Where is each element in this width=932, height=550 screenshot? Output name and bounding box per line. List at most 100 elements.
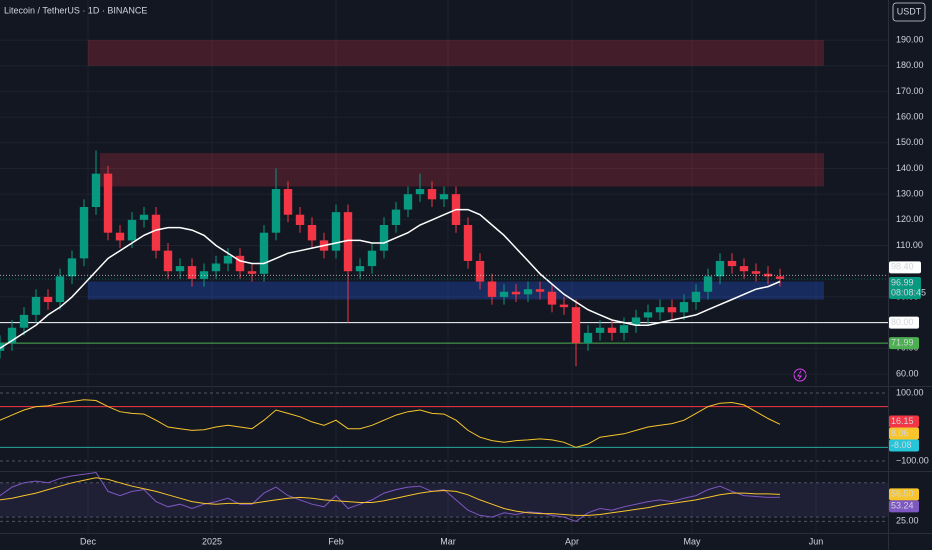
candle-body	[235, 255, 245, 272]
candle-body	[79, 207, 89, 259]
indicator-line	[0, 471, 781, 522]
indicator-line	[0, 399, 781, 448]
candle-body	[667, 307, 677, 313]
candle-body	[619, 325, 629, 333]
candle-body	[211, 263, 221, 272]
candle-body	[175, 266, 185, 272]
candle-body	[427, 189, 437, 200]
chart-title: Litecoin / TetherUS · 1D · BINANCE	[4, 5, 147, 15]
price-tag: 98.40	[891, 262, 914, 272]
last-value-label: 53.24	[891, 501, 914, 511]
x-tick-label: Feb	[328, 536, 344, 546]
candle-body	[91, 173, 101, 208]
x-tick-label: Dec	[80, 536, 97, 546]
candle-body	[571, 307, 581, 344]
last-value-label-box	[889, 427, 919, 440]
candle-body	[655, 307, 665, 313]
candle-body	[523, 289, 533, 295]
candle-body	[727, 260, 737, 267]
candle-body	[247, 271, 257, 274]
currency-button[interactable]	[892, 2, 926, 22]
candle-body	[391, 209, 401, 225]
candle-body	[19, 314, 29, 328]
last-value-label: 16.15	[891, 416, 914, 426]
candle-body	[343, 212, 353, 272]
x-tick-label: 2025	[202, 536, 222, 546]
level-label-box	[889, 316, 919, 329]
last-value-label: 56.50	[891, 489, 914, 499]
y-tick-label: 120.00	[896, 214, 924, 224]
y-tick-label: −100.00	[896, 455, 929, 465]
candle-body	[463, 224, 473, 261]
candle-body	[7, 327, 17, 344]
candle-body	[103, 173, 113, 233]
candle-body	[55, 276, 65, 303]
candle-body	[115, 232, 125, 241]
y-tick-label: 160.00	[896, 111, 924, 121]
x-tick-label: May	[683, 536, 701, 546]
candle-body	[187, 266, 197, 279]
currency-label[interactable]: USDT	[897, 6, 922, 16]
x-tick-label: Apr	[565, 536, 579, 546]
candle-body	[547, 291, 557, 305]
candle-body	[535, 289, 545, 292]
candle-body	[499, 291, 509, 297]
last-value-label-box	[889, 500, 919, 513]
countdown: 08:08:45	[891, 287, 926, 297]
candle-body	[163, 250, 173, 272]
indicator-line	[0, 208, 781, 349]
candle-body	[679, 302, 689, 313]
price-tag: 96.99	[891, 277, 914, 287]
candle-body	[475, 260, 485, 282]
candle-body	[511, 291, 521, 295]
last-value-label: 8.06	[891, 428, 909, 438]
candle-body	[379, 224, 389, 251]
y-tick-label: 60.00	[896, 368, 919, 378]
level-label: 80.00	[891, 317, 914, 327]
y-tick-label: 170.00	[896, 86, 924, 96]
zone	[88, 40, 824, 66]
candle-body	[31, 296, 41, 315]
x-tick-label: Jun	[809, 536, 824, 546]
candle-body	[631, 317, 641, 326]
candle-body	[43, 296, 53, 303]
candle-body	[751, 271, 761, 274]
candle-body	[607, 327, 617, 333]
candle-body	[583, 332, 593, 344]
x-tick-label: Mar	[440, 536, 456, 546]
candle-body	[703, 276, 713, 292]
candle-body	[715, 260, 725, 277]
candle-body	[415, 189, 425, 195]
candle-body	[307, 224, 317, 241]
candle-body	[691, 291, 701, 303]
candle-body	[331, 212, 341, 251]
candle-body	[775, 276, 785, 279]
y-tick-label: 130.00	[896, 189, 924, 199]
candle-body	[295, 214, 305, 225]
indicator-line	[0, 477, 781, 516]
candle-body	[139, 214, 149, 220]
zone	[100, 153, 824, 187]
price-tag-box	[889, 276, 921, 299]
y-tick-label: 150.00	[896, 137, 924, 147]
candle-body	[67, 258, 77, 277]
last-value-label-box	[889, 488, 919, 501]
y-tick-label: 140.00	[896, 163, 924, 173]
rsi-band	[0, 482, 888, 518]
y-tick-label: 100.00	[896, 387, 924, 397]
candle-body	[643, 312, 653, 318]
last-value-label-box	[889, 415, 919, 428]
candle-body	[403, 194, 413, 210]
candle-body	[367, 250, 377, 267]
candle-body	[127, 219, 137, 241]
last-value-label-box	[889, 439, 919, 452]
candle-body	[271, 189, 281, 233]
last-value-label: -8.08	[891, 440, 912, 450]
candle-body	[259, 232, 269, 274]
candle-body	[283, 189, 293, 215]
level-label-box	[889, 337, 919, 350]
candle-body	[739, 266, 749, 272]
y-tick-label: 110.00	[896, 240, 923, 250]
y-tick-label: 190.00	[896, 34, 924, 44]
